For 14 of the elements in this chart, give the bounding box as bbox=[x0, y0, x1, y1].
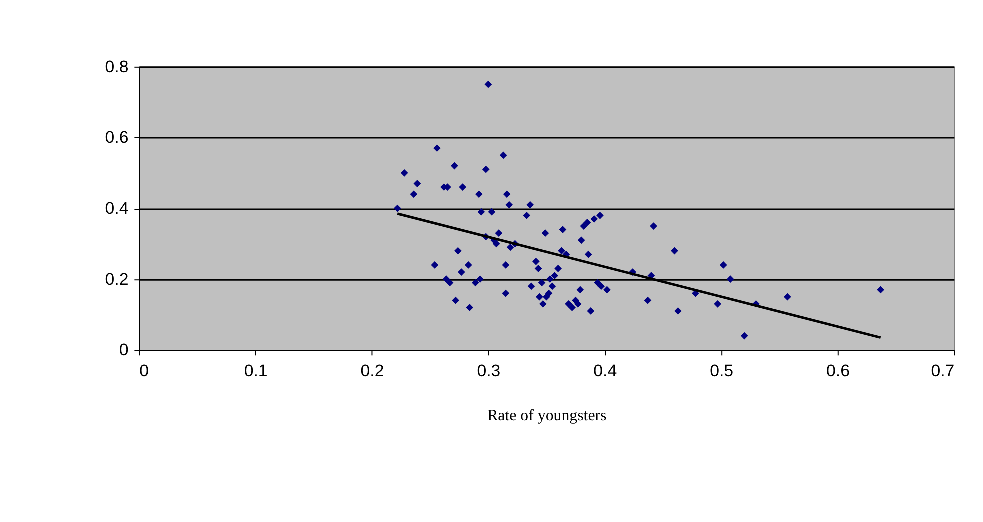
x-tick-label: 0.4 bbox=[594, 362, 618, 381]
x-tick-label: 0.7 bbox=[931, 362, 955, 381]
y-tick-label: 0.2 bbox=[105, 270, 129, 289]
x-tick-label: 0.3 bbox=[477, 362, 501, 381]
x-tick-label: 0.6 bbox=[826, 362, 850, 381]
x-tick-label: 0.5 bbox=[710, 362, 734, 381]
y-tick-label: 0 bbox=[119, 340, 129, 360]
y-tick-label: 0.4 bbox=[105, 199, 129, 218]
y-tick-label: 0.8 bbox=[105, 57, 129, 76]
y-tick-label: 0.6 bbox=[105, 128, 129, 148]
x-tick-label: 0.1 bbox=[244, 362, 268, 381]
x-tick-label: 0 bbox=[140, 362, 150, 381]
x-tick-label: 0.2 bbox=[360, 362, 384, 381]
x-axis-title: Rate of youngsters bbox=[488, 407, 607, 424]
